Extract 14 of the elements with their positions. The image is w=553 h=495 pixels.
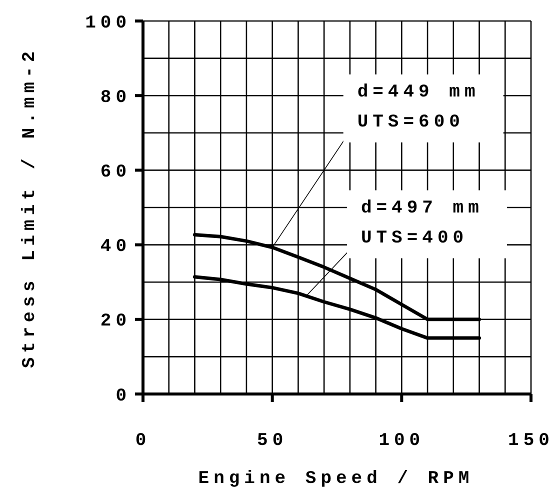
y-tick-label: 80 (100, 88, 131, 108)
x-tick-label: 0 (135, 431, 151, 451)
y-tick-label: 20 (100, 312, 131, 332)
y-tick-label: 100 (85, 13, 131, 34)
annotation: d=449 mm UTS=600 (357, 82, 480, 132)
x-tick-label: 100 (378, 431, 425, 451)
y-tick-label: 40 (100, 237, 131, 258)
x-tick-label: 150 (508, 431, 553, 451)
x-axis-title: Engine Speed / RPM (198, 469, 474, 489)
annotation: d=497 mm UTS=400 (360, 198, 484, 248)
y-tick-label: 60 (100, 162, 131, 182)
x-tick-label: 50 (257, 431, 288, 451)
y-axis-title: Stress Limit / N.mm-2 (20, 46, 40, 368)
y-tick-label: 0 (116, 386, 131, 406)
